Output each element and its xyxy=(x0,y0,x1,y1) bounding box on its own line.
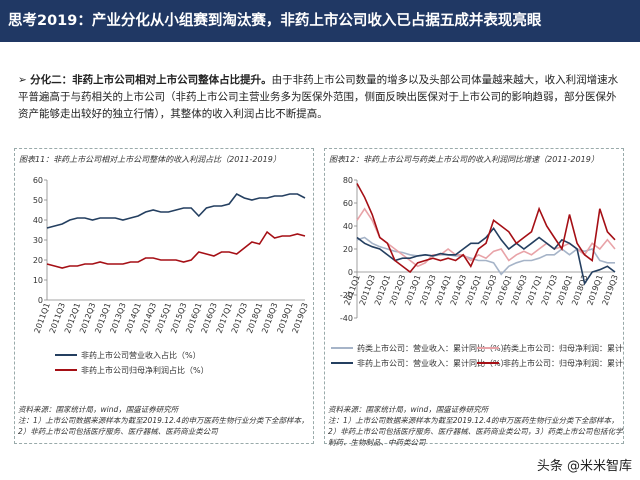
series-line xyxy=(356,226,616,286)
chart: 图表12：非药上市公司与药类上市公司的收入利润同比增速（2011-2019） -4… xyxy=(329,155,623,368)
y-tick-label: -20 xyxy=(340,291,353,300)
legend-label: 非药上市公司：归母净利润：累计同比（%） xyxy=(503,358,623,368)
panel xyxy=(14,148,314,444)
legend-label: 非药上市公司：营业收入：累计同比（%） xyxy=(357,358,509,368)
y-tick-label: 40 xyxy=(33,216,43,225)
chart-title: 图表11：非药上市公司相对上市公司整体的收入利润占比（2011-2019） xyxy=(19,155,281,164)
y-tick-label: 30 xyxy=(33,236,43,245)
y-tick-label: 60 xyxy=(343,199,353,208)
watermark: 头条 @米米智库 xyxy=(536,455,632,474)
legend-label: 非药上市公司营业收入占比（%） xyxy=(81,350,201,360)
legend-label: 药类上市公司：营业收入：累计同比（%） xyxy=(357,343,509,353)
y-tick-label: 20 xyxy=(33,256,43,265)
y-tick-label: -40 xyxy=(340,314,353,323)
y-tick-label: 20 xyxy=(343,245,353,254)
y-tick-label: 50 xyxy=(33,196,43,205)
slide-title: 思考2019：产业分化从小组赛到淘汰赛，非药上市公司收入已占据五成并表现亮眼 xyxy=(0,0,640,42)
chart: 图表11：非药上市公司相对上市公司整体的收入利润占比（2011-2019） 0 10… xyxy=(19,155,310,375)
y-tick-label: 40 xyxy=(343,222,353,231)
notes: 资料来源：国家统计局，wind，国盛证券研究所注：1）上市公司数据来源样本为截至… xyxy=(328,404,626,448)
note: 注：1）上市公司数据来源样本为截至2019.12.4的申万医药生物行业分类下全部… xyxy=(328,416,623,447)
legend-label: 非药上市公司归母净利润占比（%） xyxy=(81,365,209,375)
series-line xyxy=(46,192,306,229)
source: 资料来源：国家统计局，wind，国盛证券研究所 xyxy=(18,405,179,414)
y-tick-label: 80 xyxy=(343,176,353,185)
lead: 分化二：非药上市公司相对上市公司整体占比提升。 xyxy=(30,74,272,86)
source: 资料来源：国家统计局，wind，国盛证券研究所 xyxy=(328,405,489,414)
paragraph: ➢ 分化二：非药上市公司相对上市公司整体占比提升。由于非药上市公司数量的增多以及… xyxy=(18,74,619,120)
y-tick-label: 10 xyxy=(33,276,43,285)
panel xyxy=(324,148,624,444)
note: 注：1）上市公司数据来源样本为截至2019.12.4的申万医药生物行业分类下全部… xyxy=(18,416,309,436)
series-line xyxy=(46,230,306,269)
chart-title: 图表12：非药上市公司与药类上市公司的收入利润同比增速（2011-2019） xyxy=(329,155,599,164)
y-tick-label: 0 xyxy=(38,296,43,305)
series-line xyxy=(356,183,616,274)
y-tick-label: 0 xyxy=(348,268,353,277)
y-tick-label: 60 xyxy=(33,176,43,185)
body-text: 由于非药上市公司数量的增多以及头部公司体量越来越大，收入利润增速水平普遍高于与药… xyxy=(18,74,619,120)
legend-label: 药类上市公司：归母净利润：累计同比（%） xyxy=(503,343,623,353)
notes: 资料来源：国家统计局，wind，国盛证券研究所注：1）上市公司数据来源样本为截至… xyxy=(18,404,316,437)
